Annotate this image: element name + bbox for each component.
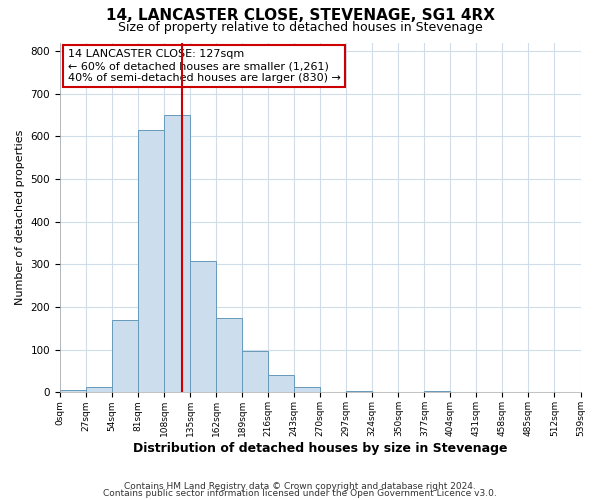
Bar	[164, 115, 190, 392]
Bar	[268, 376, 294, 392]
Text: 14 LANCASTER CLOSE: 127sqm
← 60% of detached houses are smaller (1,261)
40% of s: 14 LANCASTER CLOSE: 127sqm ← 60% of deta…	[68, 50, 341, 82]
Y-axis label: Number of detached properties: Number of detached properties	[15, 130, 25, 305]
Bar	[112, 320, 138, 392]
Bar	[346, 391, 372, 392]
Text: 14, LANCASTER CLOSE, STEVENAGE, SG1 4RX: 14, LANCASTER CLOSE, STEVENAGE, SG1 4RX	[106, 8, 494, 22]
Bar	[294, 388, 320, 392]
Bar	[86, 388, 112, 392]
Text: Size of property relative to detached houses in Stevenage: Size of property relative to detached ho…	[118, 21, 482, 34]
Bar	[216, 318, 242, 392]
Bar	[242, 350, 268, 393]
Bar	[138, 130, 164, 392]
Text: Contains public sector information licensed under the Open Government Licence v3: Contains public sector information licen…	[103, 490, 497, 498]
X-axis label: Distribution of detached houses by size in Stevenage: Distribution of detached houses by size …	[133, 442, 508, 455]
Bar	[60, 390, 86, 392]
Text: Contains HM Land Registry data © Crown copyright and database right 2024.: Contains HM Land Registry data © Crown c…	[124, 482, 476, 491]
Bar	[190, 261, 216, 392]
Bar	[424, 391, 451, 392]
